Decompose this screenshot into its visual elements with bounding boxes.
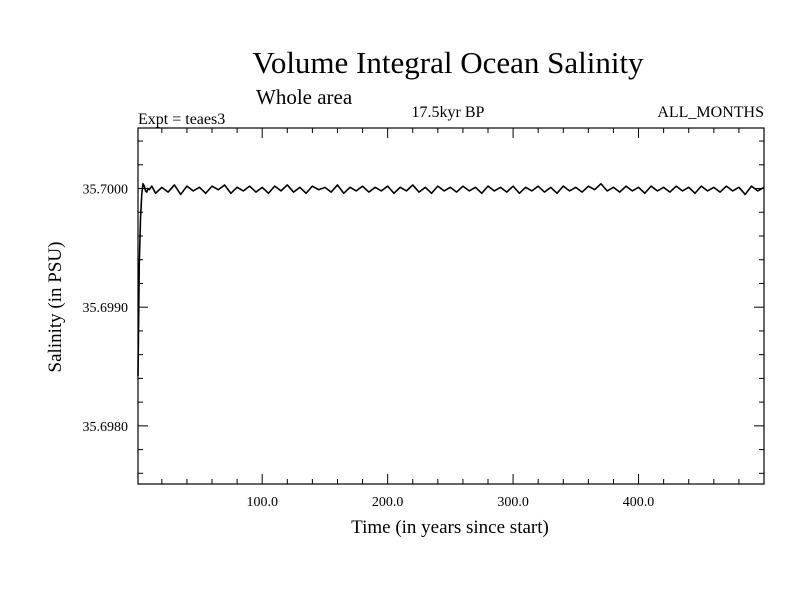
- ticks-group: [138, 128, 764, 484]
- chart-title: Volume Integral Ocean Salinity: [252, 45, 644, 80]
- y-tick-label: 35.6980: [83, 420, 129, 435]
- months-label: ALL_MONTHS: [657, 104, 764, 121]
- y-tick-label: 35.7000: [83, 183, 129, 198]
- x-axis-label: Time (in years since start): [351, 517, 549, 538]
- x-tick-label: 300.0: [497, 495, 529, 510]
- x-tick-label: 200.0: [372, 495, 404, 510]
- salinity-series-line: [137, 182, 765, 377]
- y-axis-label: Salinity (in PSU): [45, 242, 66, 373]
- chart-subtitle: Whole area: [256, 85, 353, 109]
- x-tick-label: 100.0: [246, 495, 278, 510]
- period-label: 17.5kyr BP: [412, 104, 485, 121]
- y-tick-label: 35.6990: [83, 301, 129, 316]
- x-tick-label: 400.0: [623, 495, 655, 510]
- tick-labels-group: 100.0 200.0 300.0 400.0 35.6980 35.6990 35.700…: [83, 183, 655, 510]
- plot-frame: [137, 127, 765, 485]
- experiment-label: Expt = teaes3: [138, 111, 225, 128]
